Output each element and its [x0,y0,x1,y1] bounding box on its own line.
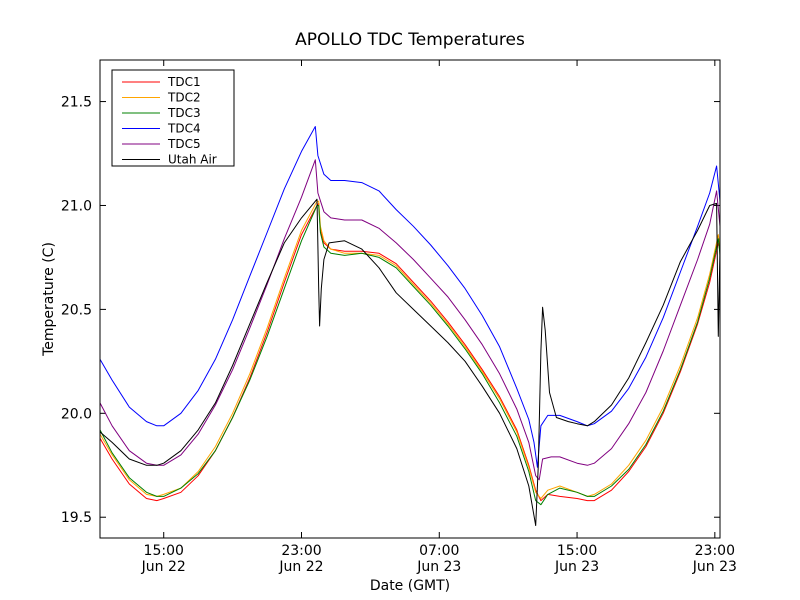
legend-label-utah-air: Utah Air [168,153,217,167]
x-tick-label-date: Jun 23 [554,559,599,575]
x-tick-label-time: 23:00 [695,543,735,559]
legend-label-tdc2: TDC2 [167,91,201,105]
x-tick-label-time: 07:00 [419,543,459,559]
series-line-tdc3 [100,205,720,506]
x-tick-label-date: Jun 22 [141,559,186,575]
legend-label-tdc3: TDC3 [167,106,201,120]
x-axis-label: Date (GMT) [370,578,450,594]
series-line-tdc2 [100,200,720,499]
plot-area-frame [99,59,721,539]
legend-box [111,69,235,167]
x-tick-label-date: Jun 22 [278,559,323,575]
x-tick-label-time: 15:00 [557,543,597,559]
y-tick-label: 20.5 [61,302,92,318]
y-tick-label: 21.5 [61,95,92,111]
legend-label-tdc5: TDC5 [167,137,201,151]
legend-label-tdc1: TDC1 [167,75,201,89]
y-axis-label: Temperature (C) [41,242,57,357]
series-line-tdc5 [100,159,720,481]
y-tick-label: 21.0 [61,198,92,214]
y-tick-label: 19.5 [61,510,92,526]
x-tick-label-date: Jun 23 [416,559,461,575]
x-tick-label-date: Jun 23 [692,559,737,575]
series-line-tdc4 [100,126,720,468]
x-tick-label-time: 23:00 [281,543,321,559]
series-line-utah-air [100,198,720,526]
chart-title: APOLLO TDC Temperatures [295,30,525,50]
y-tick-label: 20.0 [61,406,92,422]
x-tick-label-time: 15:00 [144,543,184,559]
legend-label-tdc4: TDC4 [167,122,201,136]
series-lines [100,126,720,526]
